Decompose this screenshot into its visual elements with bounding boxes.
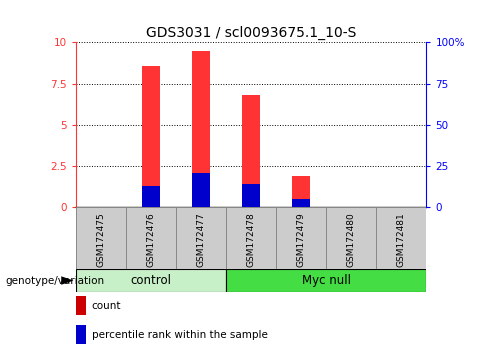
Bar xyxy=(226,207,276,269)
Text: control: control xyxy=(130,274,172,287)
Text: GSM172476: GSM172476 xyxy=(147,212,155,267)
Bar xyxy=(76,296,86,315)
Bar xyxy=(176,207,226,269)
Bar xyxy=(243,95,260,207)
Text: percentile rank within the sample: percentile rank within the sample xyxy=(92,330,268,340)
Bar xyxy=(243,184,260,207)
Polygon shape xyxy=(61,276,74,285)
Bar xyxy=(326,207,376,269)
Text: GSM172480: GSM172480 xyxy=(347,212,356,267)
Text: GSM172475: GSM172475 xyxy=(97,212,105,267)
Title: GDS3031 / scl0093675.1_10-S: GDS3031 / scl0093675.1_10-S xyxy=(146,26,356,40)
Bar xyxy=(126,207,176,269)
Bar xyxy=(192,51,210,207)
Text: GSM172479: GSM172479 xyxy=(296,212,306,267)
Text: count: count xyxy=(92,301,121,311)
Bar xyxy=(142,186,160,207)
Bar xyxy=(293,199,310,207)
Bar xyxy=(142,65,160,207)
Text: GSM172478: GSM172478 xyxy=(246,212,256,267)
Bar xyxy=(276,207,326,269)
Bar xyxy=(76,207,126,269)
Text: GSM172477: GSM172477 xyxy=(196,212,206,267)
Bar xyxy=(76,325,86,344)
Bar xyxy=(226,269,426,292)
Text: GSM172481: GSM172481 xyxy=(397,212,406,267)
Text: genotype/variation: genotype/variation xyxy=(5,275,104,286)
Text: Myc null: Myc null xyxy=(302,274,351,287)
Bar xyxy=(376,207,426,269)
Bar xyxy=(76,269,226,292)
Bar xyxy=(293,176,310,207)
Bar xyxy=(192,172,210,207)
